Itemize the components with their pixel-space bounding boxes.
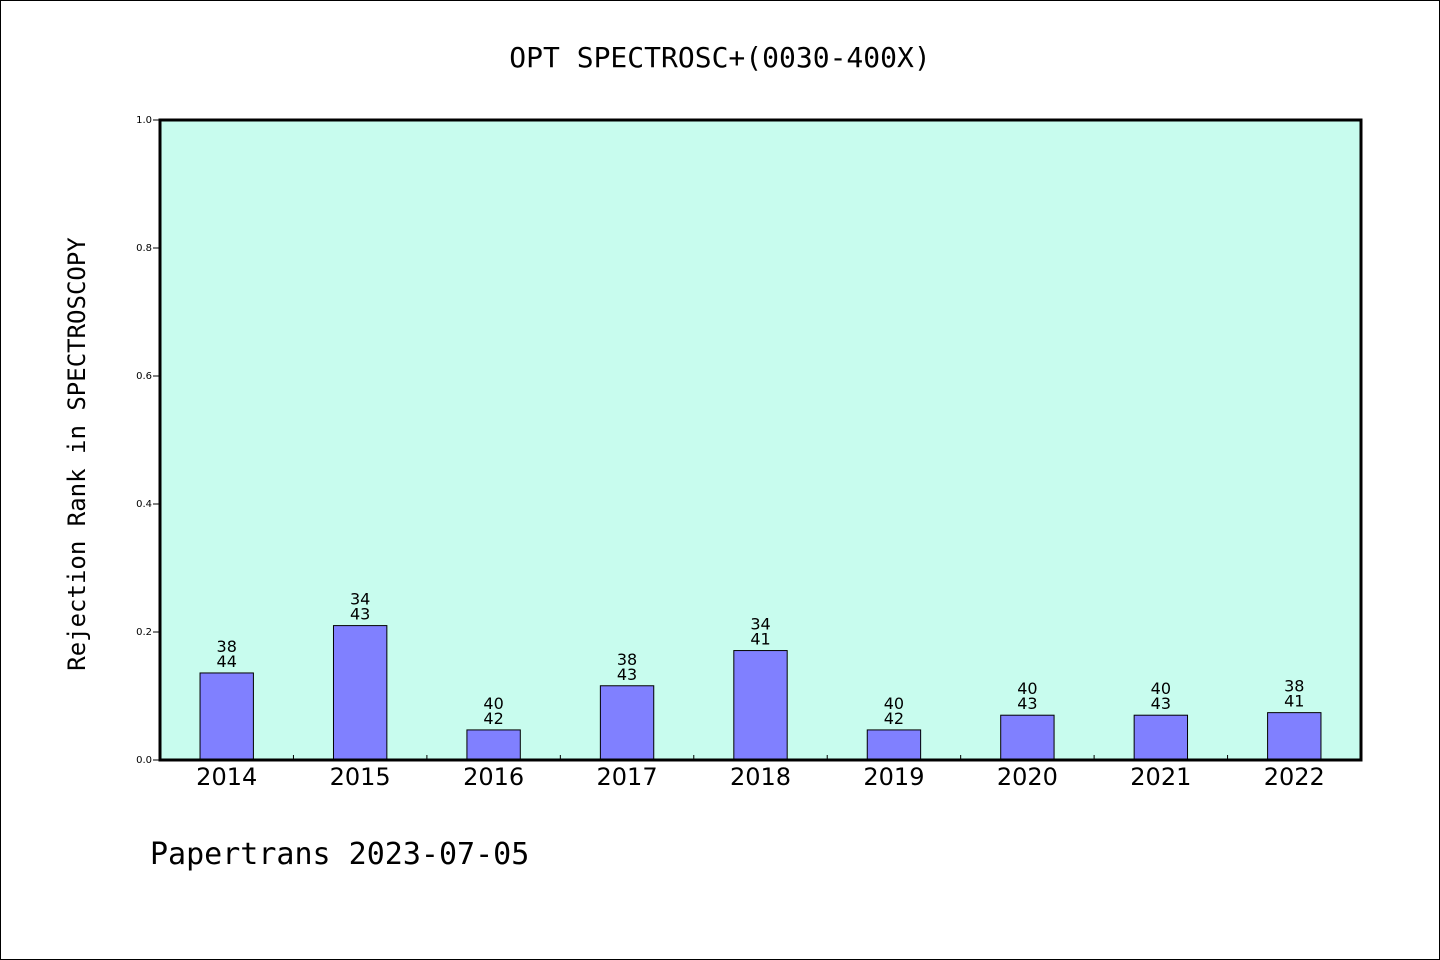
bar — [599, 685, 655, 761]
x-tick-label: 2018 — [730, 763, 791, 791]
bar-label-bottom: 42 — [483, 709, 503, 728]
axis-ticks: 0.0 0.2 0.4 0.6 0.8 1.0 2014 2015 2016 2017 2018 20… — [136, 115, 1325, 791]
bar-label-top: 40 — [884, 694, 904, 713]
y-tick-label: 0.8 — [136, 243, 152, 254]
y-axis-label: Rejection Rank in SPECTROSCOPY — [63, 237, 91, 671]
footer-note: Papertrans 2023-07-05 — [150, 837, 529, 872]
x-tick-label: 2015 — [330, 763, 391, 791]
x-tick-label: 2017 — [597, 763, 658, 791]
bar — [1000, 714, 1055, 761]
bar-label-bottom: 44 — [217, 652, 237, 671]
chart-title: OPT SPECTROSC+(0030-400X) — [509, 41, 930, 74]
bar-label-top: 40 — [1017, 679, 1037, 698]
y-tick-label: 0.6 — [136, 371, 152, 382]
x-tick-label: 2022 — [1264, 763, 1325, 791]
bar-label-top: 34 — [750, 615, 770, 634]
bar-label-top: 40 — [483, 694, 503, 713]
bar-label-top: 40 — [1151, 679, 1171, 698]
bar-label-bottom: 43 — [617, 665, 637, 684]
bar — [1133, 714, 1189, 761]
bar-label-top: 38 — [217, 637, 237, 656]
bar-label-bottom: 43 — [350, 605, 370, 624]
bar — [466, 729, 521, 761]
bar — [733, 650, 788, 761]
bar — [866, 729, 922, 761]
y-tick-label: 1.0 — [136, 115, 152, 126]
y-tick-label: 0.2 — [136, 627, 152, 638]
bar — [1267, 712, 1322, 761]
x-tick-label: 2021 — [1130, 763, 1191, 791]
bar — [199, 672, 254, 761]
bar-label-top: 38 — [1284, 677, 1304, 696]
bar-label-top: 38 — [617, 650, 637, 669]
bar-label-bottom: 43 — [1151, 694, 1171, 713]
x-tick-label: 2019 — [863, 763, 924, 791]
bar-label-top: 34 — [350, 590, 370, 609]
bar-label-bottom: 43 — [1017, 694, 1037, 713]
bar-label-bottom: 41 — [1284, 692, 1304, 711]
y-tick-label: 0.4 — [136, 499, 152, 510]
x-tick-label: 2014 — [196, 763, 257, 791]
x-tick-label: 2016 — [463, 763, 524, 791]
x-tick-label: 2020 — [997, 763, 1058, 791]
bar-label-bottom: 41 — [750, 630, 770, 649]
bar — [332, 625, 388, 761]
plot-border — [158, 118, 1363, 762]
bar-label-bottom: 42 — [884, 709, 904, 728]
y-tick-label: 0.0 — [136, 755, 152, 766]
